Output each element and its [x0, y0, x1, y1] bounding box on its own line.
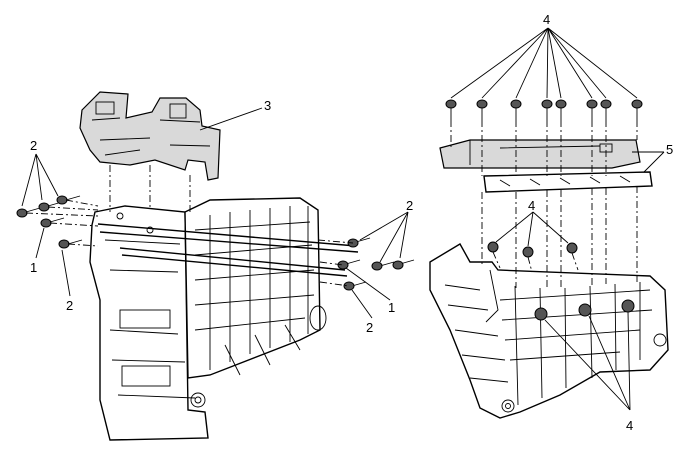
screw-right-2 — [371, 261, 395, 271]
screw-top-4 — [541, 99, 553, 120]
screw-top-1 — [445, 99, 457, 120]
screw-lower-3 — [621, 299, 635, 313]
right-side-plate — [429, 243, 669, 419]
screw-top-5 — [555, 99, 567, 120]
screw-top-6 — [586, 99, 598, 120]
screw-inner-1 — [487, 241, 499, 253]
screw-right-3 — [392, 259, 415, 270]
screw-left-3 — [56, 195, 81, 205]
screw-top-8 — [631, 99, 643, 120]
callout-3-bracket: 3 — [264, 98, 271, 113]
callout-2-middle: 2 — [366, 320, 373, 335]
left-inner-cage — [184, 197, 321, 379]
callout-2-upper-left: 2 — [30, 138, 37, 153]
screw-left-1 — [16, 207, 41, 218]
screw-top-7 — [600, 99, 612, 120]
callout-4-bottom: 4 — [626, 418, 633, 433]
screw-right-5 — [343, 281, 367, 291]
screw-top-2 — [476, 99, 488, 120]
callout-5-panel: 5 — [666, 142, 673, 157]
callout-4-inner: 4 — [528, 198, 535, 213]
screw-inner-2 — [522, 246, 534, 258]
right-frame-assembly: 4 5 4 4 — [429, 12, 673, 433]
callout-1-left: 1 — [30, 260, 37, 275]
bracket-3 — [79, 91, 221, 181]
screw-top-3 — [510, 99, 522, 120]
left-side-plate — [89, 205, 209, 441]
callout-1-middle: 1 — [388, 300, 395, 315]
screw-inner-3 — [566, 242, 578, 254]
screw-left-4 — [40, 217, 65, 228]
callout-2-right: 2 — [406, 198, 413, 213]
clip-strip — [483, 171, 653, 193]
callout-4-top: 4 — [543, 12, 550, 27]
screw-lower-1 — [534, 307, 548, 321]
screw-lower-2 — [578, 303, 592, 317]
screw-right-4 — [337, 259, 361, 270]
left-frame-assembly: 2 1 2 3 2 1 2 — [16, 91, 415, 441]
callout-2-lower-left: 2 — [66, 298, 73, 313]
